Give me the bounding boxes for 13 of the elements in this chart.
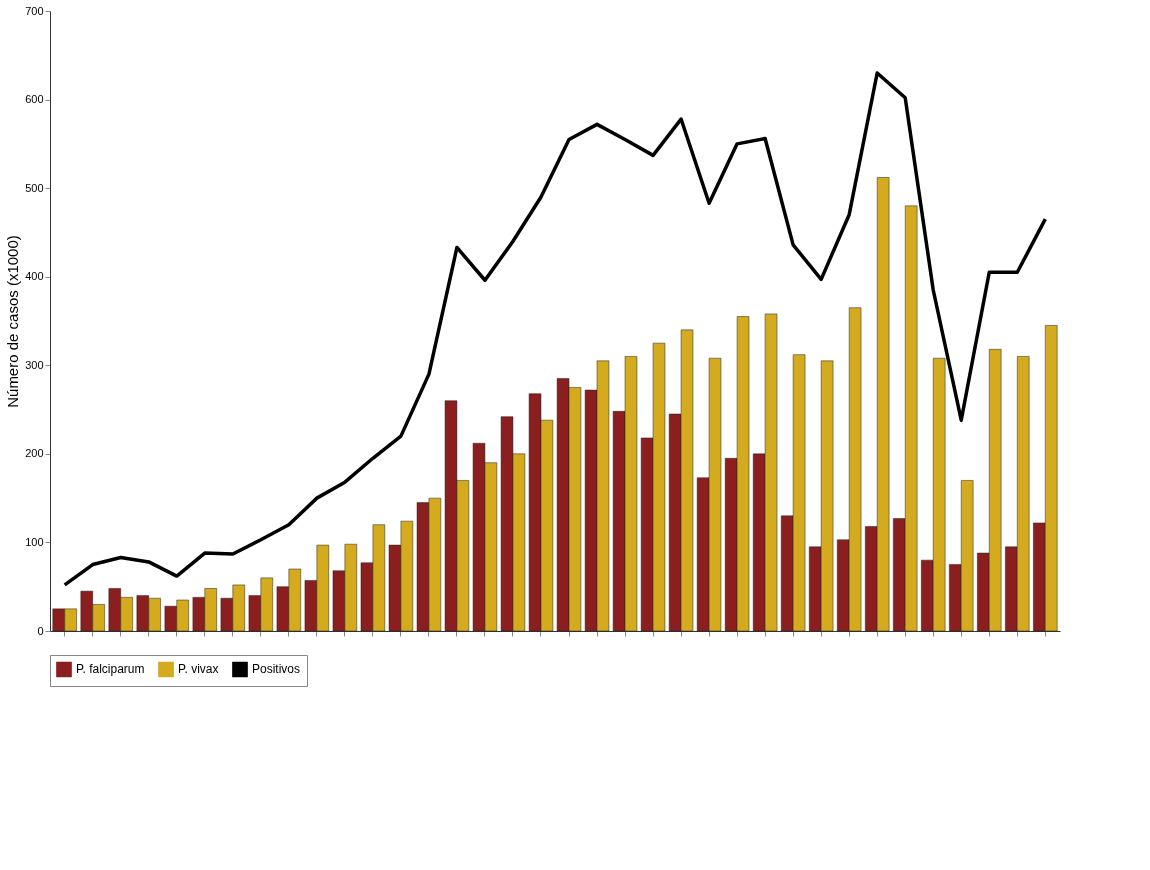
- line-series: [62, 71, 1048, 587]
- y-tick-label: 400: [25, 270, 44, 283]
- y-tick-label: 0: [37, 624, 44, 637]
- y-tick-label: 200: [25, 447, 44, 460]
- y-axis-title: Número de casos (x1000): [4, 235, 22, 408]
- legend-label: P. vivax: [178, 662, 219, 677]
- legend-label: P. falciparum: [76, 662, 145, 677]
- y-tick-label: 500: [25, 181, 44, 194]
- y-tick-label: 600: [25, 93, 44, 106]
- y-tick-label: 300: [25, 358, 44, 371]
- y-tick-label: 700: [25, 4, 44, 17]
- y-tick-label: 100: [25, 535, 44, 548]
- legend-label: Positivos: [252, 662, 301, 677]
